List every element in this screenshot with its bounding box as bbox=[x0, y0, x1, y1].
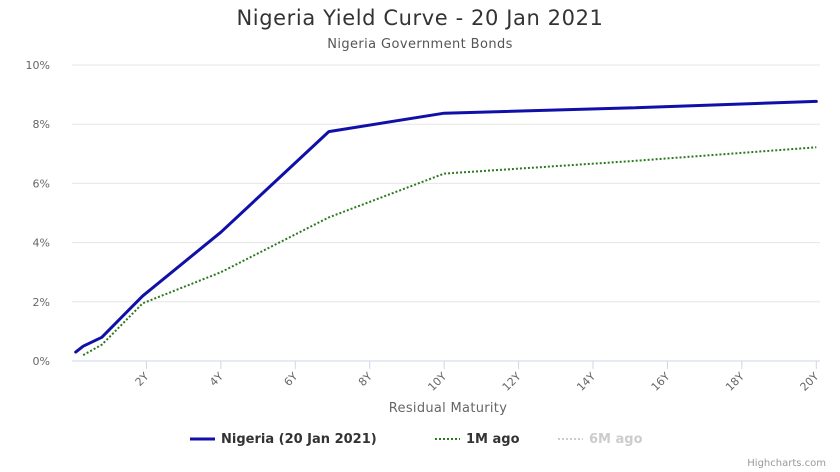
x-axis-labels: 2Y 4Y 6Y 8Y 10Y 12Y 14Y 16Y 18Y 20Y bbox=[133, 361, 822, 394]
legend-item-2[interactable]: 1M ago bbox=[435, 432, 520, 447]
chart-title: Nigeria Yield Curve - 20 Jan 2021 bbox=[236, 6, 603, 30]
y-tick-label: 0% bbox=[33, 355, 50, 368]
x-tick-label: 2Y bbox=[133, 370, 152, 389]
x-tick-label: 4Y bbox=[207, 370, 226, 389]
legend-label: 6M ago bbox=[589, 432, 643, 447]
series-lines bbox=[74, 99, 818, 356]
credits-link[interactable]: Highcharts.com bbox=[747, 458, 826, 469]
x-axis-title: Residual Maturity bbox=[389, 401, 507, 416]
y-tick-label: 6% bbox=[33, 177, 50, 190]
x-tick-label: 12Y bbox=[500, 370, 524, 394]
x-tick-label: 10Y bbox=[425, 370, 449, 394]
x-tick-label: 20Y bbox=[798, 370, 822, 394]
y-tick-label: 10% bbox=[26, 59, 50, 72]
series-line-1[interactable] bbox=[74, 99, 818, 354]
y-tick-label: 2% bbox=[33, 296, 50, 309]
legend-item-3[interactable]: 6M ago bbox=[558, 432, 643, 447]
x-tick-label: 14Y bbox=[574, 370, 598, 394]
x-tick-label: 8Y bbox=[356, 370, 375, 389]
y-axis-labels: 0% 2% 4% 6% 8% 10% bbox=[26, 59, 50, 368]
y-tick-label: 8% bbox=[33, 118, 50, 131]
y-tick-label: 4% bbox=[33, 237, 50, 250]
x-tick-label: 18Y bbox=[723, 370, 747, 394]
grid-lines bbox=[72, 64, 820, 362]
legend-item-1[interactable]: Nigeria (20 Jan 2021) bbox=[190, 432, 377, 447]
legend: Nigeria (20 Jan 2021) 1M ago 6M ago bbox=[190, 432, 643, 447]
x-tick-label: 6Y bbox=[282, 370, 301, 389]
series-line-2[interactable] bbox=[82, 146, 817, 356]
legend-label: Nigeria (20 Jan 2021) bbox=[221, 432, 377, 447]
chart-subtitle: Nigeria Government Bonds bbox=[327, 37, 513, 52]
x-tick-label: 16Y bbox=[649, 370, 673, 394]
legend-label: 1M ago bbox=[466, 432, 520, 447]
